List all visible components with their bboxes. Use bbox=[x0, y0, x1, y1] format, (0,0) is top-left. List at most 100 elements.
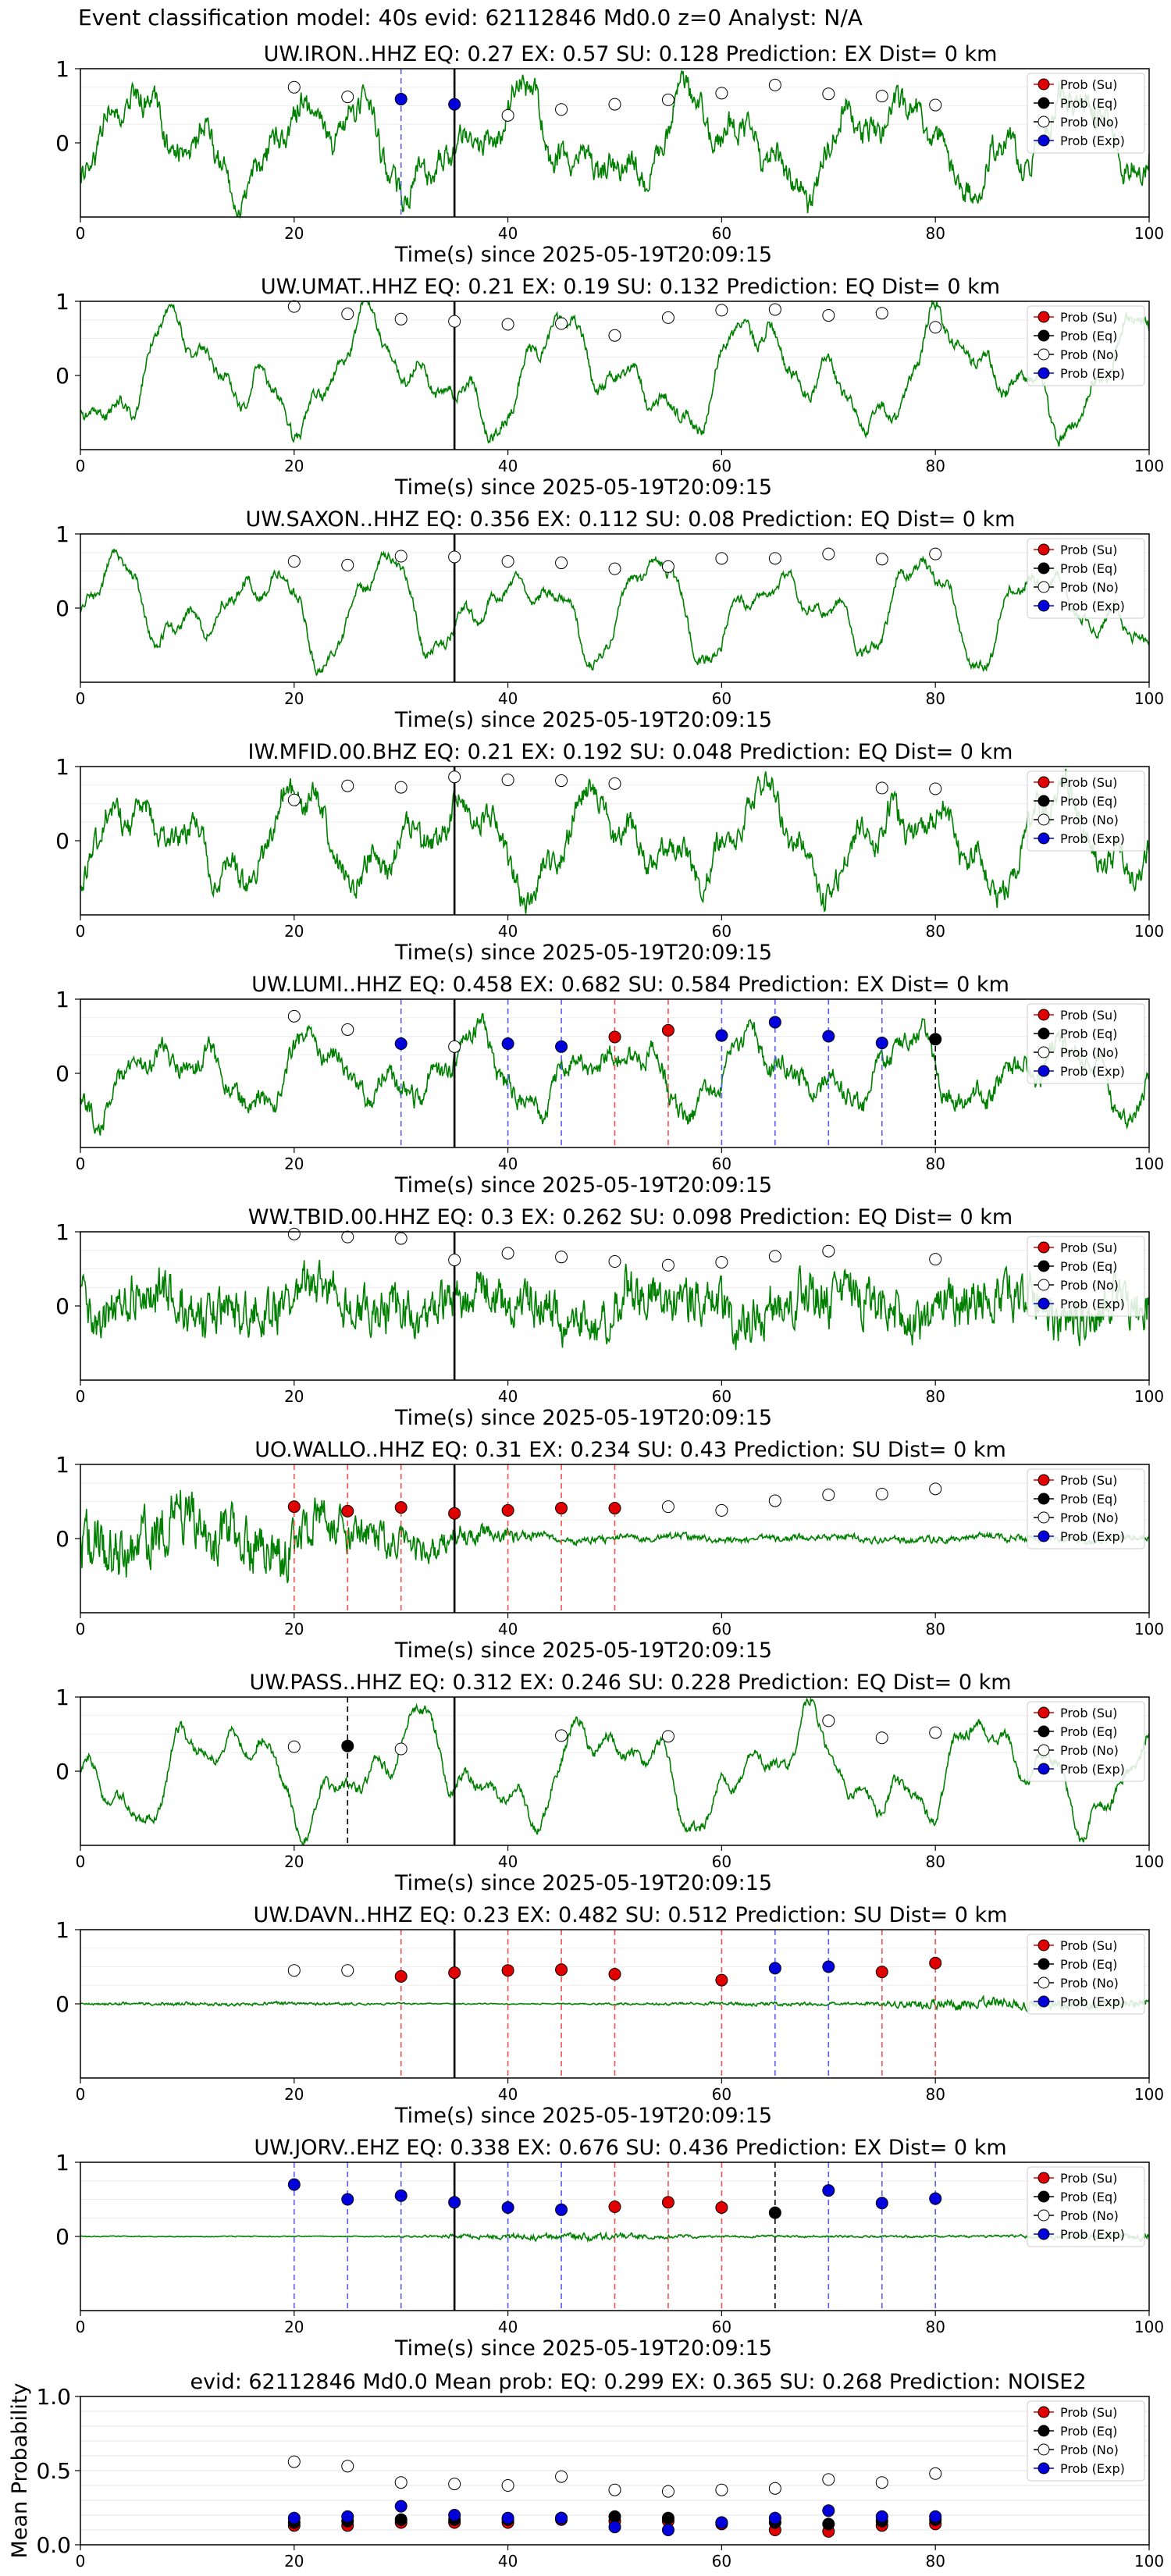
x-tick-label: 0 bbox=[76, 224, 86, 243]
prob-marker-exp bbox=[822, 2184, 835, 2197]
legend-label-no: Prob (No) bbox=[1060, 2443, 1119, 2457]
prob-marker-no bbox=[768, 303, 781, 316]
legend-label-no: Prob (No) bbox=[1060, 1743, 1119, 1758]
prob-marker-no bbox=[875, 90, 888, 103]
prob-marker-no bbox=[929, 1253, 942, 1266]
prob-marker-no bbox=[822, 87, 835, 101]
mean-prob-point-exp bbox=[608, 2521, 621, 2534]
legend-label-no: Prob (No) bbox=[1060, 1510, 1119, 1525]
prob-marker-su bbox=[501, 1503, 514, 1517]
legend-box bbox=[1027, 2166, 1145, 2247]
x-tick-label: 60 bbox=[712, 224, 731, 243]
mean-prob-point-eq bbox=[661, 2511, 674, 2524]
legend-marker-no bbox=[1038, 813, 1050, 826]
prob-marker-su bbox=[555, 1502, 568, 1515]
x-tick-label: 80 bbox=[925, 1620, 945, 1638]
prob-marker-no bbox=[715, 552, 728, 565]
x-tick-label: 100 bbox=[1134, 1620, 1164, 1638]
mean-prob-point-eq bbox=[608, 2510, 621, 2523]
y-tick-label: 0 bbox=[55, 363, 69, 389]
prob-marker-su bbox=[661, 2196, 674, 2209]
prob-marker-exp bbox=[394, 2189, 408, 2202]
prob-marker-no bbox=[661, 560, 674, 573]
prob-marker-exp bbox=[875, 2197, 888, 2210]
prob-marker-exp bbox=[448, 98, 461, 111]
x-tick-label: 80 bbox=[925, 2085, 945, 2104]
prob-marker-no bbox=[822, 309, 835, 322]
legend-label-exp: Prob (Exp) bbox=[1060, 1064, 1125, 1079]
legend-box bbox=[1027, 1236, 1145, 1317]
prob-marker-su bbox=[929, 1956, 942, 1969]
prob-marker-no bbox=[394, 781, 408, 794]
legend-label-su: Prob (Su) bbox=[1060, 77, 1117, 92]
prob-marker-exp bbox=[929, 2192, 942, 2205]
x-tick-label: 40 bbox=[498, 689, 518, 708]
x-tick-label: 60 bbox=[712, 1155, 731, 1173]
legend-label-exp: Prob (Exp) bbox=[1060, 1994, 1125, 2009]
legend-marker-su bbox=[1038, 2406, 1050, 2418]
y-tick-label: 0 bbox=[55, 2224, 69, 2250]
x-tick-label: 20 bbox=[284, 1155, 304, 1173]
legend-box bbox=[1027, 1934, 1145, 2015]
waveform-panel: UO.WALLO..HHZ EQ: 0.31 EX: 0.234 SU: 0.4… bbox=[55, 1438, 1164, 1663]
legend-label-su: Prob (Su) bbox=[1060, 1706, 1117, 1720]
legend-marker-su bbox=[1038, 78, 1050, 91]
mean-prob-point-no bbox=[287, 2455, 301, 2468]
legend-marker-eq bbox=[1038, 1958, 1050, 1970]
x-tick-label: 0 bbox=[76, 1620, 86, 1638]
prob-marker-no bbox=[661, 1258, 674, 1272]
legend-label-eq: Prob (Eq) bbox=[1060, 1026, 1117, 1041]
prob-marker-su bbox=[875, 1966, 888, 1979]
prob-marker-su bbox=[394, 1501, 408, 1514]
prob-marker-su bbox=[448, 1507, 461, 1520]
prob-marker-exp bbox=[448, 2196, 461, 2209]
x-tick-label: 40 bbox=[498, 224, 518, 243]
prob-marker-no bbox=[929, 1726, 942, 1739]
legend-marker-no bbox=[1038, 2209, 1050, 2222]
legend-marker-no bbox=[1038, 1511, 1050, 1524]
prob-marker-no bbox=[822, 1714, 835, 1727]
prob-marker-su bbox=[448, 1966, 461, 1980]
legend-label-no: Prob (No) bbox=[1060, 1976, 1119, 1991]
prob-marker-no bbox=[341, 1023, 354, 1036]
prob-marker-eq bbox=[341, 1739, 354, 1752]
waveform-trace bbox=[80, 69, 1150, 219]
legend-marker-no bbox=[1038, 1046, 1050, 1059]
prob-marker-no bbox=[341, 91, 354, 104]
x-tick-label: 60 bbox=[712, 2318, 731, 2336]
legend-label-eq: Prob (Eq) bbox=[1060, 561, 1117, 576]
y-tick-label: 1 bbox=[55, 1452, 69, 1478]
x-tick-label: 40 bbox=[498, 457, 518, 475]
legend-marker-eq bbox=[1038, 2190, 1050, 2203]
panel-title: UO.WALLO..HHZ EQ: 0.31 EX: 0.234 SU: 0.4… bbox=[254, 1438, 1006, 1462]
prob-marker-no bbox=[287, 80, 301, 94]
x-tick-label: 80 bbox=[925, 1852, 945, 1871]
prob-marker-no bbox=[715, 1503, 728, 1517]
prob-marker-exp bbox=[501, 2201, 514, 2214]
panel-title: UW.PASS..HHZ EQ: 0.312 EX: 0.246 SU: 0.2… bbox=[249, 1670, 1011, 1695]
x-axis-label: Time(s) since 2025-05-19T20:09:15 bbox=[394, 2336, 772, 2361]
prob-marker-no bbox=[768, 552, 781, 565]
prob-marker-no bbox=[875, 781, 888, 795]
waveform-trace bbox=[80, 299, 1150, 447]
x-tick-label: 80 bbox=[925, 457, 945, 475]
legend-marker-eq bbox=[1038, 97, 1050, 109]
prob-marker-no bbox=[448, 770, 461, 784]
y-tick-label: 0 bbox=[55, 1293, 69, 1319]
prob-marker-no bbox=[394, 1232, 408, 1245]
legend-box bbox=[1027, 1003, 1145, 1084]
legend-marker-no bbox=[1038, 1744, 1050, 1756]
legend-label-exp: Prob (Exp) bbox=[1060, 133, 1125, 148]
y-tick-label: 0 bbox=[55, 1991, 69, 2017]
prob-marker-no bbox=[341, 308, 354, 321]
x-tick-label: 100 bbox=[1134, 922, 1164, 941]
x-tick-label: 40 bbox=[498, 1620, 518, 1638]
legend-label-su: Prob (Su) bbox=[1060, 2405, 1117, 2420]
prob-marker-no bbox=[448, 315, 461, 328]
prob-marker-no bbox=[608, 1255, 621, 1268]
prob-marker-no bbox=[929, 782, 942, 795]
prob-marker-exp bbox=[822, 1030, 835, 1043]
prob-marker-no bbox=[394, 312, 408, 326]
prob-marker-no bbox=[287, 300, 301, 313]
